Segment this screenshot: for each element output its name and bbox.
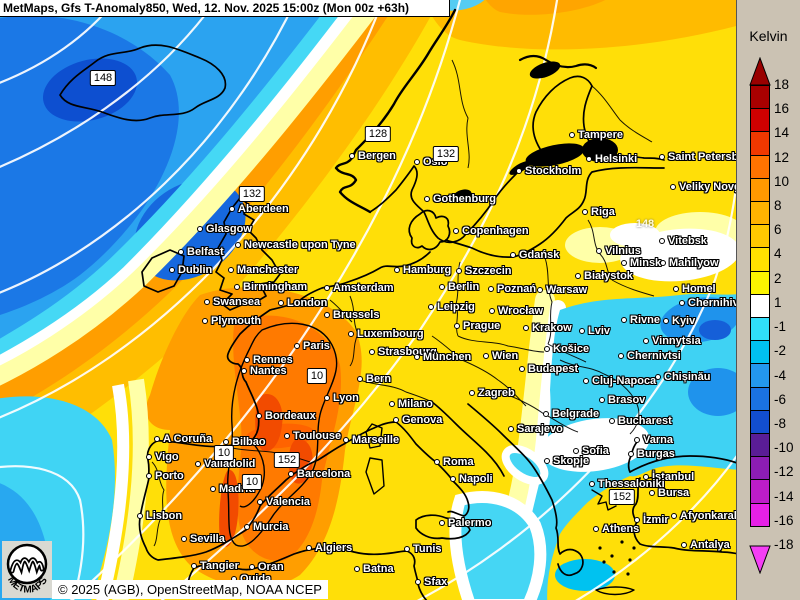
scale-color-segment	[750, 108, 770, 133]
contour-value-label: 10	[213, 445, 235, 461]
scale-tick: 8	[774, 198, 782, 214]
color-scale-panel: Kelvin 18 16 14 12 10 8 6 4 2 1 -1 -2 -4 -6 -8 -10 -12 -1…	[736, 0, 800, 600]
scale-tick: -18	[774, 536, 794, 552]
scale-color-segment	[750, 247, 770, 272]
contour-value-label: 152	[608, 489, 636, 505]
scale-tick: -14	[774, 488, 794, 504]
scale-tick: 4	[774, 246, 782, 262]
scale-color-segment	[750, 293, 770, 319]
scale-tick: -4	[774, 367, 787, 383]
scale-tick: -10	[774, 440, 794, 456]
scale-color-segment	[750, 177, 770, 203]
scale-tick: 10	[774, 173, 790, 189]
contour-value-label: 132	[238, 186, 266, 202]
metmaps-logo-icon: METMAPS	[2, 541, 52, 598]
scale-color-segment	[750, 363, 770, 388]
scale-tick: -2	[774, 343, 787, 359]
scale-color-bar	[750, 85, 770, 527]
scale-color-segment	[750, 85, 770, 110]
contour-value-label: 132	[432, 146, 460, 162]
scale-color-segment	[750, 201, 770, 226]
scale-tick: -1	[774, 319, 787, 335]
metmaps-logo: METMAPS	[2, 541, 52, 598]
title-bar: MetMaps, Gfs T-Anomaly850, Wed, 12. Nov.…	[0, 0, 450, 17]
scale-tick: 1	[774, 294, 782, 310]
scale-tick: 14	[774, 125, 790, 141]
scale-color-segment	[750, 479, 770, 504]
scale-color-segment	[750, 409, 770, 435]
scale-tick: 12	[774, 149, 790, 165]
scale-color-segment	[750, 502, 770, 527]
scale-color-segment	[750, 224, 770, 249]
scale-color-segment	[750, 154, 770, 179]
contour-value-label: 148	[635, 218, 655, 230]
contour-value-label: 152	[273, 452, 301, 468]
scale-color-segment	[750, 456, 770, 481]
scale-tick: 6	[774, 222, 782, 238]
weather-map-art	[0, 0, 737, 600]
scale-tick: 16	[774, 101, 790, 117]
scale-color-segment	[750, 317, 770, 342]
scale-unit-label: Kelvin	[749, 28, 788, 44]
contour-value-label: 10	[306, 368, 328, 384]
map-canvas: Bergen Oslo Stockholm Tampere Helsinki Saint …	[0, 0, 737, 600]
scale-tick: -12	[774, 464, 794, 480]
scale-color-segment	[750, 270, 770, 295]
contour-value-label: 148	[89, 70, 117, 86]
contour-value-label: 10	[241, 474, 263, 490]
scale-color-segment	[750, 386, 770, 411]
scale-tick: 18	[774, 77, 790, 92]
contour-value-label: 128	[364, 126, 392, 142]
scale-tick: -16	[774, 512, 794, 528]
scale-tick: 2	[774, 270, 782, 286]
scale-color-segment	[750, 340, 770, 365]
scale-tick: -8	[774, 415, 787, 431]
scale-tick: -6	[774, 391, 787, 407]
copyright-text: © 2025 (AGB), OpenStreetMap, NOAA NCEP	[52, 580, 328, 599]
scale-arrow-up-icon	[749, 57, 771, 86]
scale-color-segment	[750, 433, 770, 458]
scale-arrow-down-icon	[749, 545, 771, 574]
scale-color-segment	[750, 131, 770, 156]
